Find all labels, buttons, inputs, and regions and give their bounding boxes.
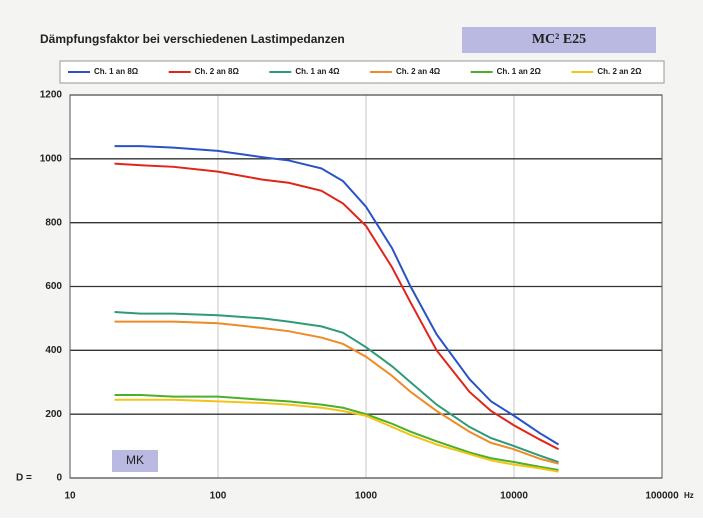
y-tick-label: 800 xyxy=(45,217,62,228)
x-tick-label: 10000 xyxy=(500,491,528,502)
y-axis-label: D = xyxy=(16,473,32,484)
plot-frame xyxy=(69,94,663,479)
data-line xyxy=(114,311,559,463)
y-tick-label: 200 xyxy=(45,409,62,420)
x-axis-label: Hz xyxy=(684,491,694,500)
legend-label: Ch. 1 an 8Ω xyxy=(94,67,139,76)
x-tick-label: 10 xyxy=(64,491,76,502)
data-line xyxy=(114,398,559,473)
data-line xyxy=(114,145,560,446)
x-tick-label: 100 xyxy=(210,491,227,502)
x-tick-label: 100000 xyxy=(645,491,679,502)
y-tick-label: 600 xyxy=(45,281,62,292)
legend-label: Ch. 1 an 2Ω xyxy=(497,67,542,76)
y-tick-label: 400 xyxy=(45,345,62,356)
model-label: MC² E25 xyxy=(532,32,586,47)
chart-title: Dämpfungsfaktor bei verschiedenen Lastim… xyxy=(40,32,345,46)
x-tick-label: 1000 xyxy=(355,491,378,502)
data-line xyxy=(114,394,559,472)
model-box xyxy=(462,27,656,53)
legend-label: Ch. 2 an 8Ω xyxy=(195,67,240,76)
y-tick-label: 1200 xyxy=(40,90,63,101)
legend-label: Ch. 1 an 4Ω xyxy=(295,67,340,76)
y-tick-label: 0 xyxy=(56,473,62,484)
annotation: MK xyxy=(126,453,144,467)
legend xyxy=(59,60,665,84)
y-tick-label: 1000 xyxy=(40,153,63,164)
annotation-box xyxy=(112,450,158,472)
data-line xyxy=(114,162,560,451)
legend-label: Ch. 2 an 4Ω xyxy=(396,67,441,76)
data-line xyxy=(114,320,559,465)
legend-label: Ch. 2 an 2Ω xyxy=(597,67,642,76)
